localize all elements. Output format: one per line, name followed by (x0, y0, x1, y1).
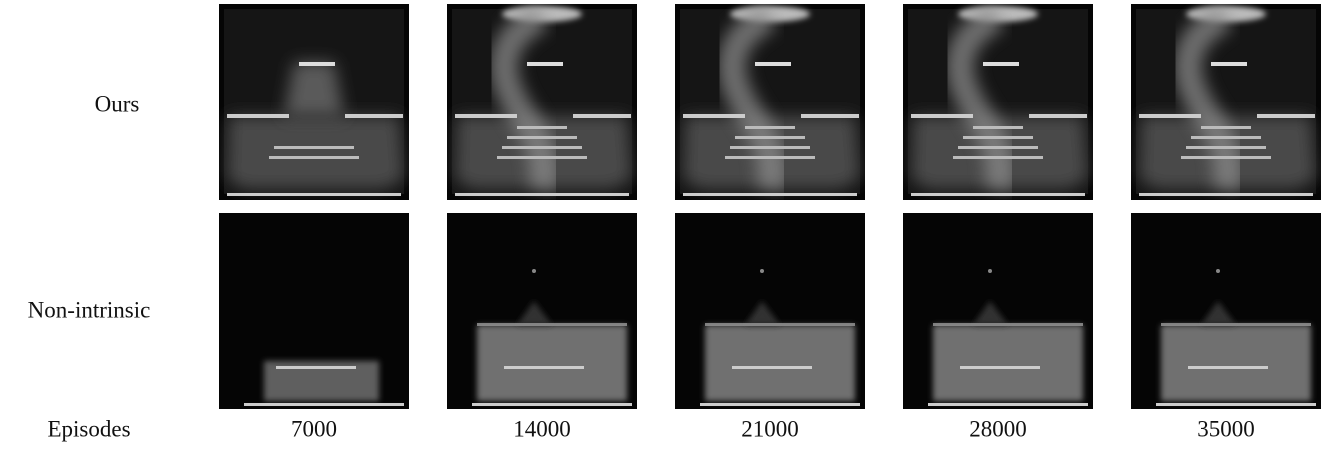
step (1191, 136, 1261, 139)
glow-floor (227, 116, 404, 189)
step (735, 136, 805, 139)
peak (973, 301, 1008, 325)
step (497, 156, 587, 159)
heatmap-ours (675, 4, 865, 200)
visited-area (705, 325, 855, 401)
heatmap-non-intrinsic (903, 213, 1093, 409)
heatmap-ours (1131, 4, 1321, 200)
glow-trail (1173, 4, 1242, 192)
column-label: 21000 (741, 416, 799, 441)
ledge (1139, 114, 1201, 118)
ledge (477, 323, 627, 326)
ledge (801, 114, 859, 118)
visited-area (1161, 325, 1311, 401)
column-label: 14000 (513, 416, 571, 441)
bar (1211, 62, 1247, 66)
step (963, 136, 1033, 139)
bar (732, 366, 812, 369)
floor (928, 403, 1088, 406)
peak (745, 301, 780, 325)
ledge (1161, 323, 1311, 326)
floor (227, 193, 401, 196)
step (1181, 156, 1271, 159)
step (725, 156, 815, 159)
ledge (573, 114, 631, 118)
row-label: Non-intrinsic (28, 297, 151, 322)
floor (455, 193, 629, 196)
floor (911, 193, 1085, 196)
column-label: 35000 (1197, 416, 1255, 441)
bar (983, 62, 1019, 66)
dot (760, 269, 764, 273)
ledge (1257, 114, 1315, 118)
ledge (683, 114, 745, 118)
step (274, 146, 354, 149)
floor (244, 403, 404, 406)
step (517, 126, 567, 129)
heatmap-non-intrinsic (1131, 213, 1321, 409)
ledge (933, 323, 1083, 326)
glow-trail (945, 4, 1014, 192)
row-label: Ours (95, 91, 140, 116)
column-label: 28000 (969, 416, 1027, 441)
heatmap-non-intrinsic (675, 213, 865, 409)
dot (1216, 269, 1220, 273)
step (958, 146, 1038, 149)
bar (527, 62, 563, 66)
ledge (345, 114, 403, 118)
glow-trail (489, 4, 558, 192)
heatmap-non-intrinsic (219, 213, 409, 409)
floor (1156, 403, 1316, 406)
ledge (705, 323, 855, 326)
dot (988, 269, 992, 273)
bar (299, 62, 335, 66)
step (507, 136, 577, 139)
column-label: 7000 (291, 416, 337, 441)
bar (1188, 366, 1268, 369)
ledge (455, 114, 517, 118)
visited-area (477, 325, 627, 401)
peak (517, 301, 552, 325)
step (1201, 126, 1251, 129)
floor (683, 193, 857, 196)
heatmap-non-intrinsic (447, 213, 637, 409)
glow-trunk (284, 62, 344, 116)
bar (755, 62, 791, 66)
floor (1139, 193, 1313, 196)
step (745, 126, 795, 129)
step (973, 126, 1023, 129)
glow-trail (717, 4, 786, 192)
heatmap-ours (447, 4, 637, 200)
floor (472, 403, 632, 406)
bar (504, 366, 584, 369)
heatmap-ours (903, 4, 1093, 200)
peak (1201, 301, 1236, 325)
column-axis-label: Episodes (47, 416, 130, 441)
ledge (227, 114, 289, 118)
heatmap-ours (219, 4, 409, 200)
bar (276, 366, 356, 369)
step (502, 146, 582, 149)
step (953, 156, 1043, 159)
ledge (911, 114, 973, 118)
bar (960, 366, 1040, 369)
step (730, 146, 810, 149)
step (269, 156, 359, 159)
dot (532, 269, 536, 273)
floor (700, 403, 860, 406)
ledge (1029, 114, 1087, 118)
step (1186, 146, 1266, 149)
visited-area (933, 325, 1083, 401)
